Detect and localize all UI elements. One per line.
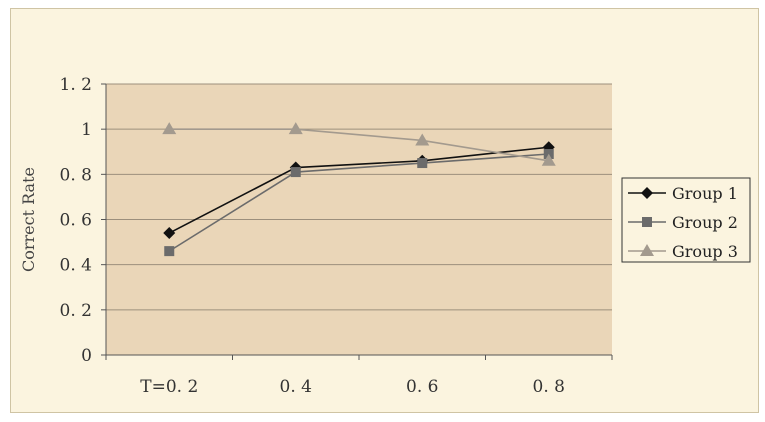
y-tick-label: 0. 2 <box>60 301 92 321</box>
legend-label: Group 1 <box>672 184 738 203</box>
data-point-group-3 <box>288 122 303 135</box>
series-line-group-3 <box>169 128 549 162</box>
data-point-group-2 <box>164 246 175 257</box>
y-tick-label: 0. 8 <box>60 165 92 185</box>
legend-marker <box>640 244 654 256</box>
y-axis-title: Correct Rate <box>19 167 38 272</box>
legend-marker <box>642 217 652 227</box>
y-tick-label: 1 <box>81 120 92 140</box>
series-line-group-1 <box>168 146 549 234</box>
data-point-group-3 <box>415 133 430 146</box>
legend-marker <box>641 187 653 199</box>
y-tick-label: 0. 6 <box>60 211 92 231</box>
x-tick-label: T=0. 2 <box>140 377 198 397</box>
data-point-group-1 <box>163 227 176 240</box>
legend-label: Group 3 <box>672 242 738 261</box>
y-tick-label: 1. 2 <box>60 75 92 95</box>
data-point-group-2 <box>417 158 428 169</box>
x-tick-label: 0. 6 <box>406 377 438 397</box>
data-point-group-3 <box>541 153 556 166</box>
y-tick-label: 0. 4 <box>60 256 92 276</box>
data-point-group-3 <box>162 122 177 135</box>
x-tick-label: 0. 8 <box>533 377 565 397</box>
series-line-group-2 <box>168 153 549 252</box>
y-tick-label: 0 <box>81 346 92 366</box>
legend-label: Group 2 <box>672 213 738 232</box>
x-tick-label: 0. 4 <box>280 377 312 397</box>
data-point-group-2 <box>290 167 301 178</box>
